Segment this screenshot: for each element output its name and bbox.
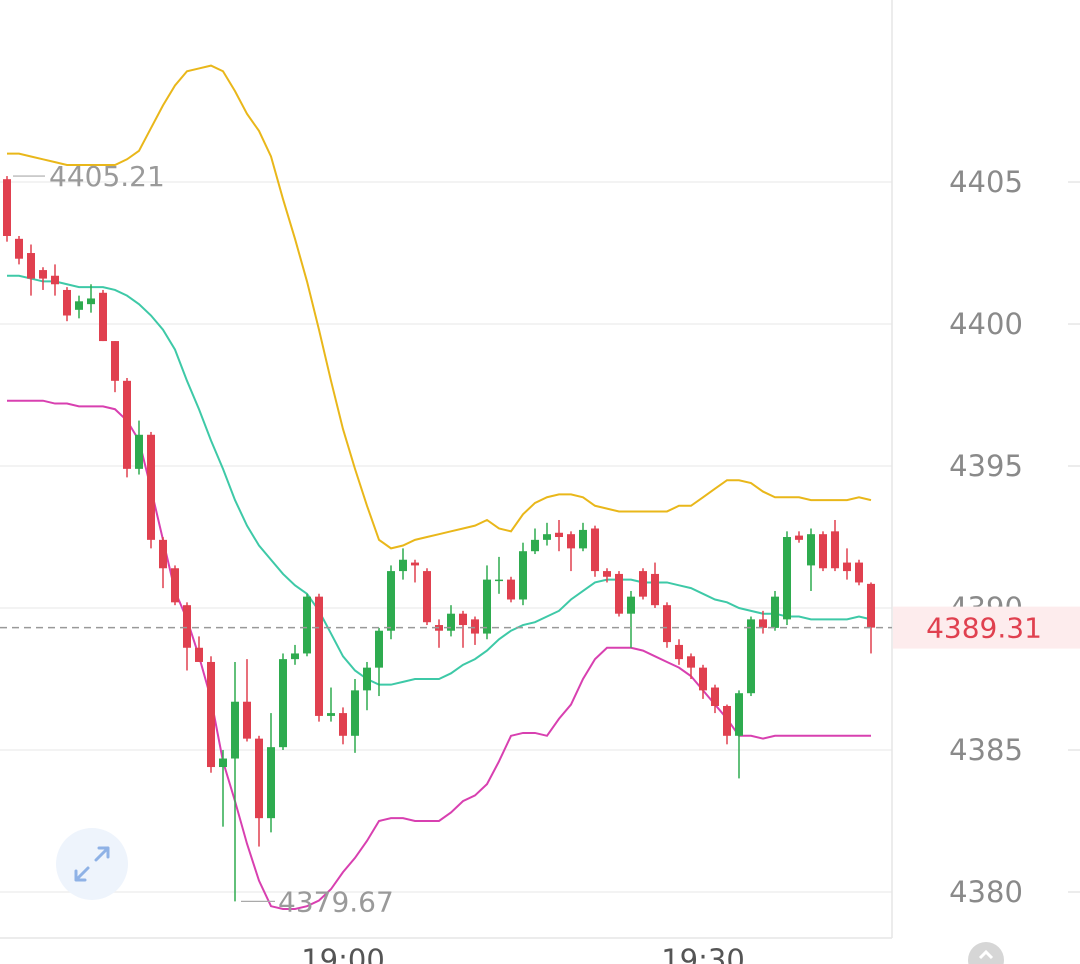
- overlay: 4405.21 4379.67 4389.31: [0, 160, 1080, 918]
- candle-body: [747, 619, 755, 694]
- candle-body: [183, 605, 191, 648]
- candle-body: [699, 667, 707, 691]
- candle-body: [231, 701, 239, 759]
- candle-body: [399, 559, 407, 572]
- candle-body: [99, 292, 107, 342]
- candle-body: [15, 238, 23, 259]
- candle-body: [651, 573, 659, 606]
- candle-body: [531, 539, 539, 552]
- candle-body: [675, 644, 683, 660]
- band-line: [7, 274, 872, 686]
- candle-body: [27, 253, 35, 279]
- candle-body: [459, 613, 467, 626]
- candle-body: [75, 301, 83, 310]
- candle-body: [135, 434, 143, 469]
- candle-body: [423, 571, 431, 623]
- last-price-label: 4389.31: [926, 612, 1042, 645]
- candle-body: [639, 571, 647, 597]
- candle-body: [147, 434, 155, 540]
- candle-body: [171, 568, 179, 603]
- candle-body: [843, 562, 851, 572]
- candle-body: [447, 613, 455, 631]
- max-label: 4405.21: [49, 160, 165, 193]
- candle-body: [351, 690, 359, 736]
- candle-body: [339, 713, 347, 736]
- candle-body: [723, 705, 731, 736]
- candle-body: [771, 596, 779, 628]
- band-line: [7, 64, 872, 550]
- candle-body: [867, 583, 875, 628]
- candle-body: [795, 535, 803, 540]
- candle-body: [711, 687, 719, 706]
- candle-body: [87, 298, 95, 305]
- candle-body: [471, 619, 479, 634]
- candle-body: [807, 534, 815, 566]
- candle-body: [567, 534, 575, 549]
- candles: [3, 176, 875, 902]
- candle-body: [303, 596, 311, 654]
- candle-body: [51, 275, 59, 285]
- y-tick-label: 4405: [949, 165, 1023, 199]
- y-tick-label: 4395: [949, 449, 1023, 483]
- candle-body: [387, 571, 395, 631]
- candle-body: [495, 579, 503, 582]
- candle-body: [291, 653, 299, 660]
- candle-body: [819, 534, 827, 569]
- candle-body: [483, 579, 491, 634]
- candle-body: [831, 531, 839, 569]
- candle-body: [195, 647, 203, 662]
- x-tick-label: 19:30: [661, 943, 745, 964]
- candle-body: [579, 529, 587, 549]
- candle-body: [555, 532, 563, 538]
- y-tick-label: 4400: [949, 307, 1023, 341]
- candle-body: [267, 747, 275, 819]
- candle-body: [327, 713, 335, 716]
- candle-body: [375, 630, 383, 668]
- candle-body: [159, 539, 167, 569]
- candle-body: [591, 528, 599, 572]
- candle-body: [663, 605, 671, 643]
- collapse-icon[interactable]: [978, 949, 994, 960]
- expand-button[interactable]: [56, 828, 128, 900]
- candle-body: [363, 667, 371, 691]
- y-tick-label: 4385: [949, 733, 1023, 767]
- candle-body: [507, 579, 515, 600]
- candle-body: [615, 573, 623, 614]
- candle-body: [315, 596, 323, 716]
- candle-body: [219, 758, 227, 768]
- last-price-box: [893, 606, 1080, 649]
- candle-body: [627, 596, 635, 614]
- candle-body: [519, 551, 527, 600]
- candle-body: [603, 571, 611, 577]
- candle-body: [243, 701, 251, 739]
- y-tick-label: 4380: [949, 875, 1023, 909]
- candle-body: [735, 693, 743, 736]
- candle-body: [279, 659, 287, 748]
- min-label: 4379.67: [278, 885, 394, 918]
- expand-icon[interactable]: [74, 846, 110, 882]
- candle-body: [855, 562, 863, 583]
- candle-body: [39, 270, 47, 279]
- candle-body: [207, 661, 215, 768]
- candle-body: [3, 179, 11, 236]
- candle-body: [687, 656, 695, 668]
- candle-body: [63, 289, 71, 316]
- candle-body: [255, 738, 263, 819]
- expand-button-bg[interactable]: [56, 828, 128, 900]
- x-tick-label: 19:00: [301, 943, 385, 964]
- candle-body: [783, 537, 791, 620]
- candle-body: [759, 619, 767, 628]
- candle-body: [411, 562, 419, 566]
- collapse-button[interactable]: [968, 942, 1004, 964]
- candle-body: [111, 341, 119, 381]
- candle-body: [123, 380, 131, 469]
- candle-body: [543, 534, 551, 540]
- band-line: [7, 399, 871, 911]
